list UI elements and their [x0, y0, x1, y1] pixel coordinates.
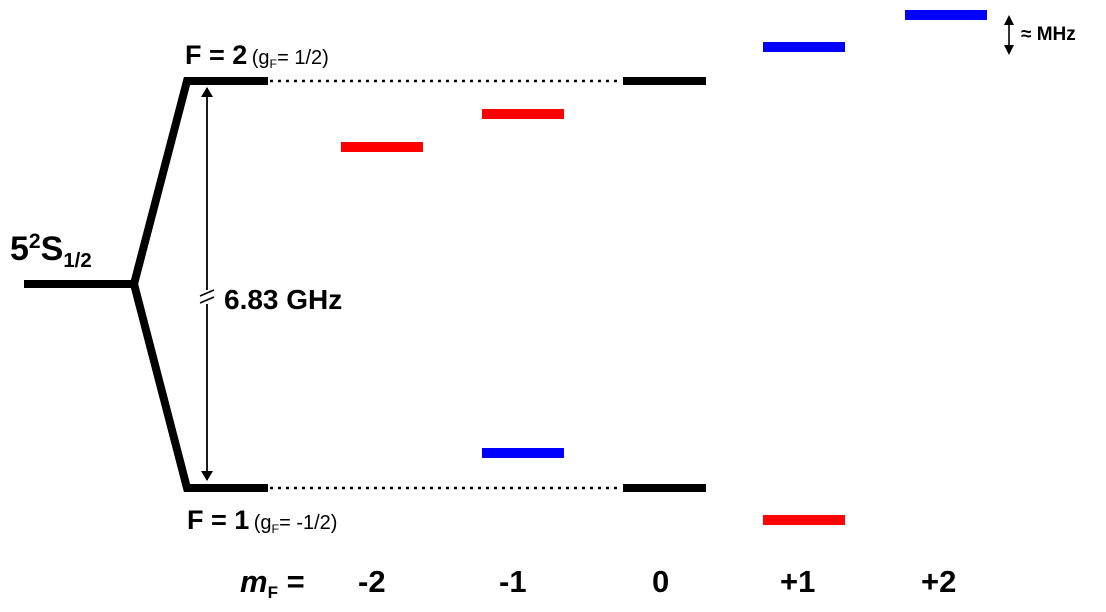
mf-value-plus-2: +2 — [921, 564, 957, 599]
upper-level-f-label: F = 2 — [185, 40, 248, 70]
zeeman-scale-label: ≈ MHz — [1021, 24, 1076, 45]
upper-g-open: (g — [251, 47, 270, 69]
mf-symbol: m — [240, 564, 268, 599]
level-structure — [24, 77, 622, 492]
lower-level-f-label: F = 1 — [187, 505, 250, 535]
lower-branch-line — [130, 282, 268, 492]
lower-g-value: = -1/2) — [279, 512, 338, 534]
mf-value-minus-1: -1 — [499, 564, 527, 599]
ground-state-label: 52S1/2 — [10, 230, 92, 271]
mf-symbol-sub: F — [267, 582, 278, 602]
mf-value-minus-2: -2 — [358, 564, 386, 599]
double-arrow-icon — [200, 87, 214, 481]
lower-g-open: (g — [253, 512, 272, 534]
double-arrow-small-icon — [1004, 15, 1014, 55]
mf-equals: = — [286, 564, 305, 599]
lower-level-label: F = 1 (gF= -1/2) — [187, 505, 338, 537]
upper-level-g-factor: (gF= 1/2) — [251, 47, 329, 72]
lower-g-sub: F — [271, 522, 280, 537]
mf-value-0: 0 — [652, 564, 670, 599]
zeeman-sublevels — [341, 10, 987, 525]
hyperfine-splitting-label: 6.83 GHz — [224, 284, 343, 315]
lower-level-g-factor: (gF= -1/2) — [253, 512, 338, 537]
ground-state-principal: 5 — [10, 230, 29, 268]
axis-break-icon — [199, 289, 215, 304]
upper-g-value: = 1/2) — [277, 47, 329, 69]
ground-state-letter: S — [40, 230, 64, 268]
mf-axis-title: mF = — [240, 564, 305, 601]
upper-level-label: F = 2 (gF= 1/2) — [185, 40, 329, 72]
upper-g-sub: F — [269, 57, 278, 72]
ground-state-multiplicity: 2 — [28, 230, 41, 254]
ground-state-j: 1/2 — [63, 250, 92, 273]
upper-branch-line — [130, 77, 268, 286]
mf-value-plus-1: +1 — [780, 564, 816, 599]
